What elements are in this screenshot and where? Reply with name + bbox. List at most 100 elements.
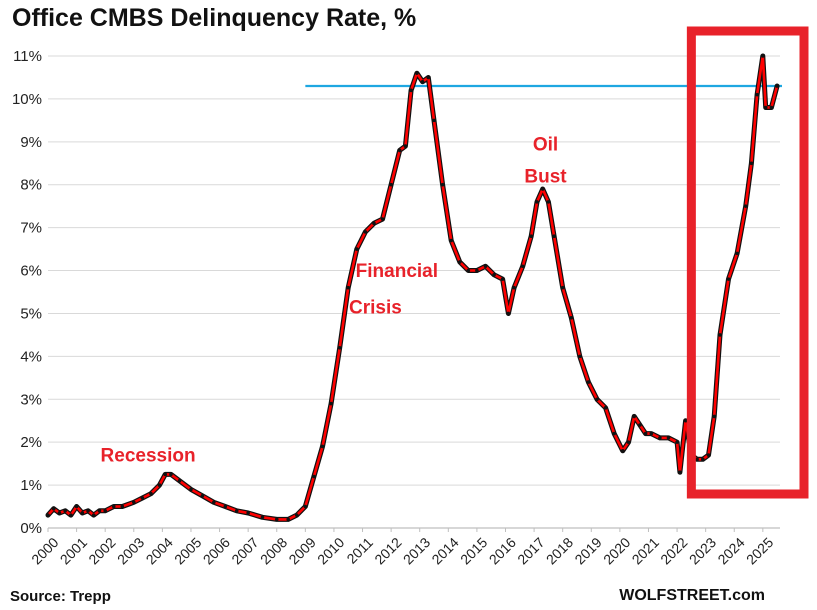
data-point (726, 277, 731, 281)
x-tick-label: 2004 (143, 534, 176, 567)
data-point (312, 474, 316, 479)
data-point (337, 345, 342, 350)
data-point (86, 509, 90, 513)
data-point (346, 285, 351, 290)
data-point (103, 509, 107, 513)
data-point (569, 315, 574, 320)
data-point (735, 251, 739, 256)
y-tick-label: 5% (20, 305, 42, 322)
data-point (169, 472, 173, 477)
data-point (74, 504, 79, 509)
data-point (234, 509, 239, 513)
x-tick-label: 2023 (686, 534, 719, 567)
data-point (420, 79, 425, 84)
x-tick-label: 2018 (543, 534, 576, 567)
data-point (131, 500, 136, 505)
data-point (432, 118, 436, 123)
data-point (529, 234, 534, 239)
data-point (63, 509, 67, 513)
data-point (415, 71, 419, 75)
data-point (649, 431, 654, 436)
data-point (520, 264, 525, 269)
data-point (120, 504, 125, 509)
x-tick-label: 2014 (428, 534, 461, 567)
x-tick-label: 2010 (314, 534, 347, 567)
data-point (678, 470, 682, 475)
x-tick-label: 2022 (657, 534, 690, 567)
data-point (140, 496, 145, 500)
data-point (426, 75, 431, 80)
data-point (189, 487, 193, 492)
annotation-label: Bust (524, 167, 567, 188)
x-tick-label: 2021 (629, 534, 662, 567)
data-point (80, 511, 85, 515)
data-point (546, 200, 551, 204)
data-point (595, 397, 599, 402)
data-point (157, 483, 162, 487)
x-tick-label: 2017 (514, 534, 547, 567)
data-point (632, 414, 636, 419)
data-point (246, 511, 250, 515)
y-tick-label: 4% (20, 348, 42, 365)
data-point (200, 494, 205, 498)
data-point (743, 204, 748, 208)
data-point (700, 457, 705, 462)
chart-title: Office CMBS Delinquency Rate, % (12, 4, 417, 32)
data-point (149, 491, 153, 496)
data-point (397, 148, 402, 153)
series-line (45, 53, 780, 522)
annotations: Recession Financial Crisis Oil Bust (101, 134, 568, 466)
data-point (586, 380, 591, 384)
data-point (775, 84, 779, 88)
data-point (540, 187, 545, 191)
x-tick-label: 2003 (114, 534, 147, 567)
data-point (500, 277, 505, 281)
data-point (97, 509, 102, 513)
data-point (718, 333, 722, 337)
data-point (111, 504, 116, 509)
data-point (749, 161, 754, 166)
data-point (475, 268, 479, 273)
x-tick-label: 2016 (486, 534, 519, 567)
data-point (457, 260, 462, 264)
data-point (712, 414, 717, 419)
y-tick-labels: 0% 1% 2% 3% 4% 5% 6% 7% 8% 9% 10% 11% (12, 48, 42, 537)
data-point (675, 440, 679, 444)
x-tick-label: 2015 (457, 534, 490, 567)
y-tick-label: 11% (13, 48, 42, 65)
x-tick-label: 2012 (371, 534, 404, 567)
annotation-label: Crisis (349, 297, 402, 318)
data-point (483, 264, 488, 269)
y-tick-label: 10% (12, 91, 42, 108)
data-point (389, 182, 393, 187)
x-tick-label: 2024 (714, 534, 747, 567)
data-point (223, 504, 228, 509)
y-tick-label: 8% (20, 177, 42, 194)
annotation-label: Recession (101, 445, 196, 466)
highlight-box (686, 26, 809, 499)
y-tick-label: 2% (20, 434, 42, 451)
data-point (612, 431, 616, 436)
x-tick-labels: 2000200120022003200420052006200720082009… (28, 534, 776, 567)
highlight-rectangle (686, 26, 809, 499)
y-grid (48, 55, 780, 486)
annotation-label: Financial (356, 261, 438, 282)
data-point (466, 268, 471, 273)
data-point (320, 444, 325, 449)
y-tick-label: 3% (20, 391, 42, 408)
x-tick-label: 2020 (600, 534, 633, 567)
annotation-label: Oil (533, 134, 558, 155)
data-point (769, 105, 774, 110)
y-tick-label: 6% (20, 263, 42, 280)
x-tick-label: 2001 (57, 534, 90, 567)
x-tick-label: 2011 (343, 534, 376, 567)
x-tick-label: 2005 (171, 534, 204, 567)
data-point (409, 88, 413, 93)
data-point (666, 436, 671, 440)
data-point (69, 513, 73, 517)
data-point (294, 513, 299, 517)
data-point (403, 144, 408, 148)
data-point (440, 182, 445, 187)
data-point (512, 285, 516, 290)
